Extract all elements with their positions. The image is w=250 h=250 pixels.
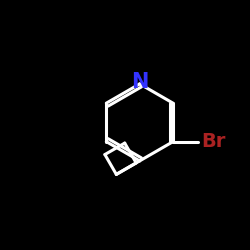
Text: N: N <box>131 72 148 92</box>
Text: Br: Br <box>201 132 225 151</box>
